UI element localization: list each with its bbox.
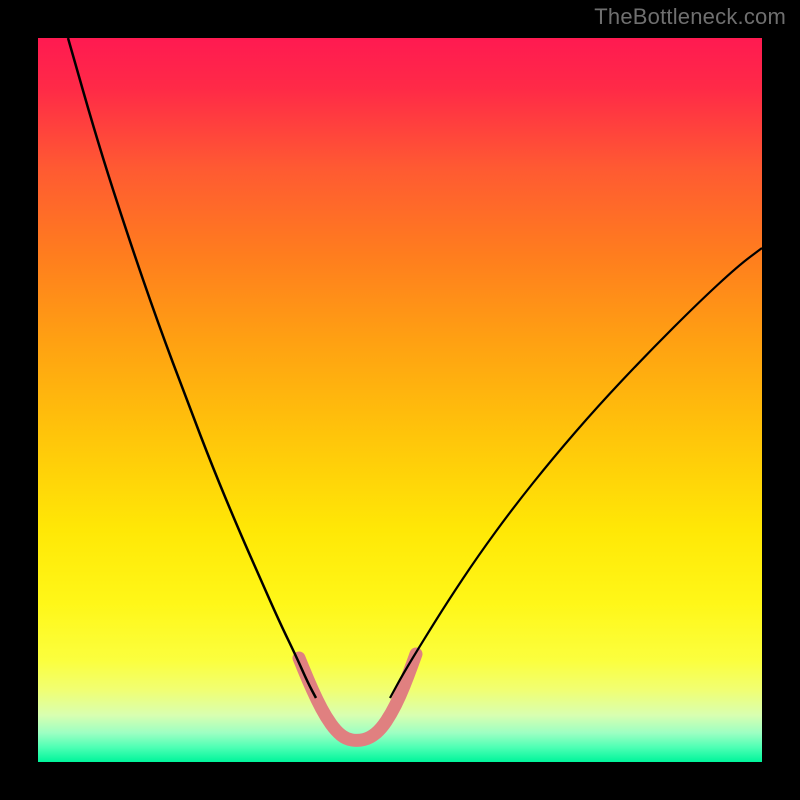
canvas-frame: TheBottleneck.com	[0, 0, 800, 800]
chart-svg	[38, 38, 762, 762]
gradient-background-rect	[38, 38, 762, 762]
chart-plot-area	[38, 38, 762, 762]
watermark-text: TheBottleneck.com	[594, 4, 786, 30]
